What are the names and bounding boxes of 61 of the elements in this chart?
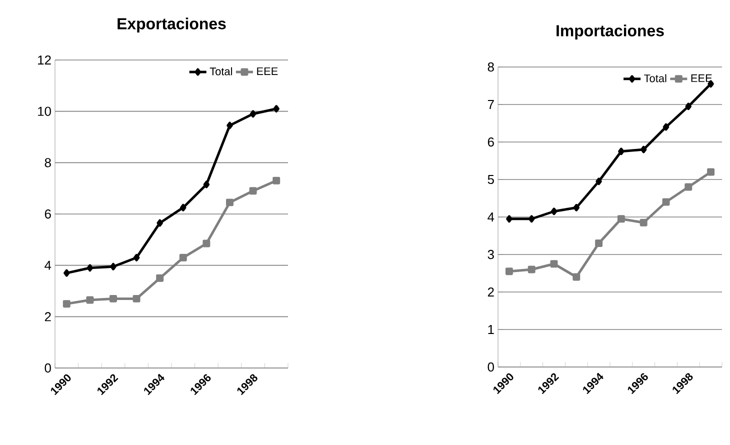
point [203,180,210,188]
y-tick-label: 12 [38,55,51,65]
point [506,215,512,223]
point [618,148,624,156]
legend-label: EEE [257,67,278,75]
y-tick-label: 2 [44,312,51,322]
point [132,294,140,302]
point [133,254,140,262]
chart-title: Exportaciones [118,18,226,33]
point [640,218,648,226]
y-tick-label: 0 [488,362,494,372]
y-tick-label: 5 [488,174,494,184]
y-tick-label: 0 [44,363,51,373]
point [573,204,580,212]
legend-label: Total [644,74,666,82]
point [62,300,70,308]
point [273,105,280,112]
point [86,264,94,272]
point [640,146,647,154]
y-tick-label: 4 [44,260,52,270]
y-tick-label: 1 [488,325,494,334]
point [64,269,70,277]
point [707,168,715,176]
point [685,102,692,110]
point [226,122,233,130]
point [505,268,513,276]
point [226,198,234,206]
point [550,208,558,216]
point [86,296,94,304]
y-tick-label: 8 [488,62,494,72]
y-tick-label: 4 [488,212,494,222]
point [662,123,670,131]
point [156,274,164,282]
y-tick-label: 2 [488,287,494,297]
point [662,198,670,206]
y-tick-label: 8 [44,158,51,168]
y-tick-label: 3 [488,250,494,260]
point [110,262,116,270]
y-tick-label: 6 [488,137,494,147]
point [684,183,692,191]
point [550,260,558,268]
point [180,204,186,212]
point [249,187,257,195]
point [528,215,535,223]
point [250,110,256,118]
legend-label: EEE [691,74,712,82]
y-tick-label: 10 [38,106,51,116]
point [617,215,625,223]
point [202,240,210,248]
point [596,178,602,186]
point [179,254,187,262]
y-tick-label: 6 [44,209,51,219]
point [156,219,163,227]
y-tick-label: 7 [488,100,494,109]
point [595,240,603,247]
chart-title: Importaciones [556,24,664,40]
point [528,266,536,274]
point [272,176,280,184]
point [572,273,580,281]
legend-label: Total [210,67,232,76]
point [110,294,117,302]
